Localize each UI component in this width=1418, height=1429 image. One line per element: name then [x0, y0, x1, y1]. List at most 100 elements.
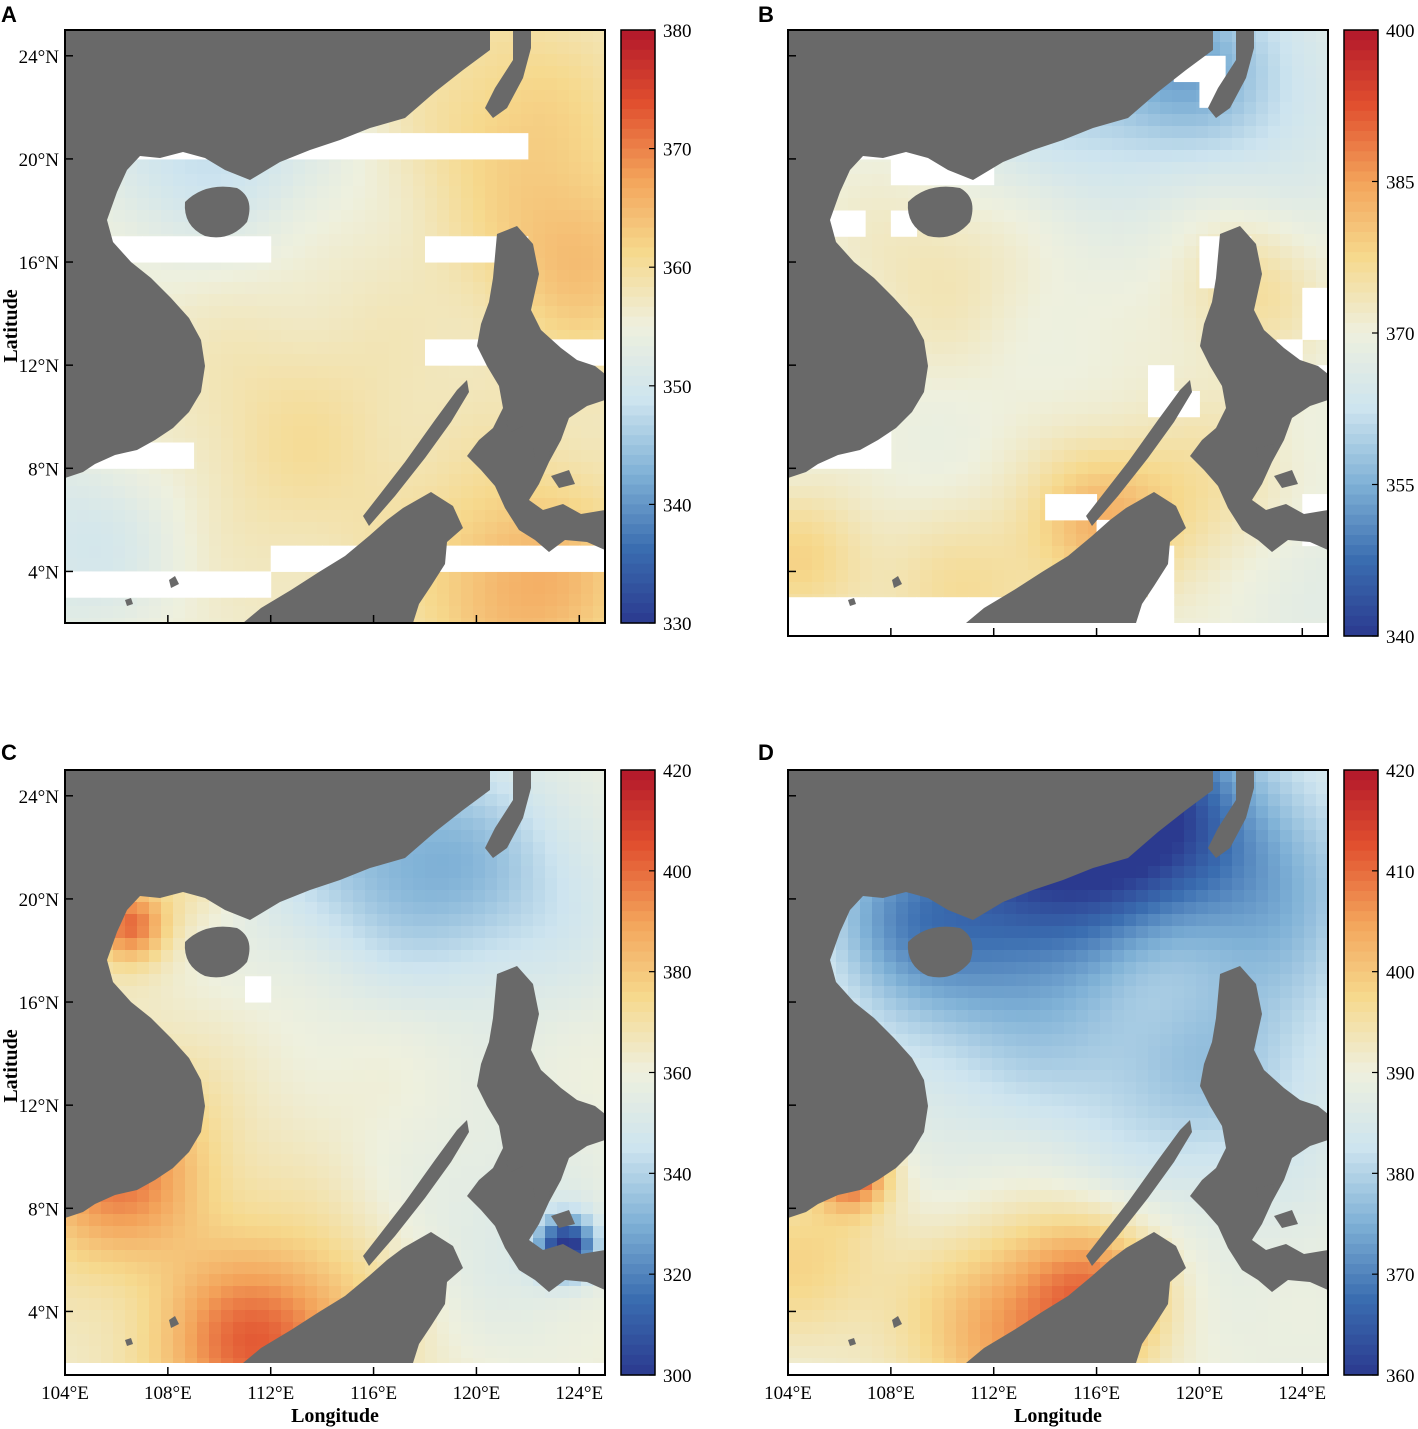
map-cell [545, 42, 558, 55]
map-cell [1112, 282, 1125, 295]
map-cell [1220, 42, 1233, 55]
map-cell [1316, 210, 1328, 223]
map-cell [1292, 582, 1305, 595]
map-cell [113, 210, 126, 223]
map-cell [449, 282, 462, 295]
map-cell [65, 510, 78, 523]
map-cell [1124, 294, 1137, 307]
map-cell [569, 90, 582, 103]
map-cell [461, 270, 474, 283]
map-cell [1040, 450, 1053, 463]
map-cell [473, 102, 486, 115]
map-cell [341, 186, 354, 199]
colorbar-band [621, 583, 655, 594]
map-cell [545, 318, 558, 331]
map-cell [401, 402, 414, 415]
map-cell [836, 234, 849, 247]
map-cell [269, 234, 282, 247]
map-cell [1268, 162, 1281, 175]
map-cell [233, 390, 246, 403]
map-cell [449, 78, 462, 91]
map-cell [305, 486, 318, 499]
map-cell [1256, 570, 1269, 583]
y-tick-label: 4°N [28, 562, 59, 583]
map-cell [1304, 258, 1317, 271]
map-cell [425, 378, 438, 391]
map-cell [836, 474, 849, 487]
map-cell [485, 210, 498, 223]
map-cell [1208, 114, 1221, 127]
colorbar-band [1344, 545, 1378, 556]
map-cell [449, 594, 462, 607]
map-cell [257, 510, 270, 523]
map-cell [1172, 138, 1185, 151]
colorbar-band [621, 494, 655, 505]
map-cell [353, 162, 366, 175]
map-cell [365, 474, 378, 487]
map-cell [1268, 174, 1281, 187]
map-cell [245, 270, 258, 283]
map-cell [437, 378, 450, 391]
map-cell [920, 474, 933, 487]
map-cell [185, 474, 198, 487]
colorbar-band [1344, 363, 1378, 374]
colorbar-band [621, 395, 655, 407]
map-cell [545, 78, 558, 91]
map-cell [305, 450, 318, 463]
map-cell [1184, 234, 1197, 247]
map-cell [1244, 174, 1257, 187]
map-cell [377, 354, 390, 367]
map-cell [860, 486, 873, 499]
map-cell [185, 414, 198, 427]
map-cell [365, 258, 378, 271]
map-cell [413, 186, 426, 199]
map-cell [413, 282, 426, 295]
map-cell [1280, 606, 1293, 619]
map-cell [317, 270, 330, 283]
map-cell [1196, 510, 1209, 523]
map-cell [545, 102, 558, 115]
map-cell [872, 186, 885, 199]
map-cell [1136, 378, 1149, 391]
map-cell [1004, 546, 1017, 559]
map-cell [461, 510, 474, 523]
colorbar-band [621, 89, 655, 100]
map-cell [293, 498, 306, 511]
map-cell [1100, 426, 1113, 439]
map-cell [1172, 426, 1185, 439]
map-cell [1088, 450, 1101, 463]
map-cell [593, 402, 605, 415]
map-cell [1232, 582, 1245, 595]
colorbar-band [1344, 30, 1378, 41]
map-cell [968, 474, 981, 487]
map-cell [1292, 186, 1305, 199]
map-cell [209, 318, 222, 331]
map-cell [521, 114, 534, 127]
map-cell [1100, 366, 1113, 379]
map-cell [1136, 222, 1149, 235]
map-cell [545, 186, 558, 199]
map-cell [908, 270, 921, 283]
no-data-cell [865, 597, 892, 623]
map-cell [257, 558, 270, 571]
no-data-cell [425, 133, 452, 160]
map-cell [848, 510, 861, 523]
map-cell [1304, 54, 1317, 67]
map-cell [1292, 546, 1305, 559]
map-cell [1160, 186, 1173, 199]
map-cell [341, 414, 354, 427]
map-cell [521, 198, 534, 211]
map-cell [1052, 222, 1065, 235]
map-cell [413, 414, 426, 427]
map-cell [944, 234, 957, 247]
map-cell [992, 486, 1005, 499]
map-cell [533, 138, 546, 151]
map-cell [401, 414, 414, 427]
map-cell [1124, 378, 1137, 391]
map-cell [209, 486, 222, 499]
map-cell [1148, 174, 1161, 187]
map-cell [1292, 450, 1305, 463]
panel-letter-a: A [1, 2, 17, 27]
colorbar-band [621, 316, 655, 328]
